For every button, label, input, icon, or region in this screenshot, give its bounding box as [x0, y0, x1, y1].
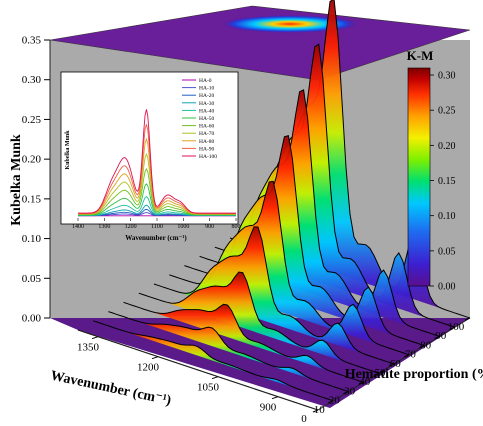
z-axis-label: Kubelka Munk	[9, 134, 24, 226]
x-tick-label: 1200	[137, 362, 160, 374]
y-tick-mark	[328, 400, 334, 404]
z-tick-label: 0.15	[22, 193, 42, 205]
y-tick-mark	[358, 381, 364, 385]
inset-legend-label: HA-80	[199, 139, 215, 145]
y-tick-mark	[343, 391, 349, 395]
y-tick-label: 10	[314, 404, 326, 416]
inset-legend-label: HA-90	[199, 146, 215, 152]
surface-ridge-40	[138, 272, 379, 374]
inset-x-tick-label: 900	[205, 224, 214, 230]
surface-ridge-50	[154, 226, 394, 364]
inset-y-label: Kubelka Munk	[65, 130, 71, 170]
z-tick-label: 0.00	[22, 313, 42, 325]
series-line-20	[108, 311, 349, 393]
top-projection-plane	[49, 5, 471, 81]
surface-plot	[77, 0, 471, 411]
colorbar-tick-label: 0.10	[438, 211, 456, 222]
surface-ridge-20	[108, 311, 349, 392]
surface-ridge-60	[169, 181, 410, 355]
colorbar-tick-label: 0.15	[438, 176, 456, 187]
inset-legend-label: HA-50	[199, 116, 215, 122]
y-tick-mark	[434, 335, 440, 339]
inset-x-tick-label: 800	[232, 224, 241, 230]
y-tick-mark	[373, 372, 379, 376]
top-projection-hotspot	[220, 15, 360, 33]
y-tick-label: 0	[301, 413, 307, 425]
z-tick-label: 0.05	[22, 273, 42, 285]
z-tick-label: 0.10	[22, 233, 42, 245]
y-tick-label: 50	[375, 367, 387, 379]
series-line-40	[138, 271, 379, 374]
y-tick-mark	[449, 326, 455, 330]
surface-ridge-30	[123, 302, 364, 383]
x-tick-label: 1050	[197, 382, 220, 394]
z-tick-label: 0.35	[22, 35, 42, 47]
x-tick-mark	[91, 336, 99, 340]
x-tick-mark	[271, 396, 279, 400]
inset-x-tick-label: 1300	[98, 224, 110, 230]
inset-legend-label: HA-40	[199, 108, 215, 114]
colorbar-tick-label: 0.00	[438, 282, 456, 293]
z-tick-label: 0.30	[22, 74, 42, 86]
x-axis-label: Wavenumber (cm⁻¹)	[49, 368, 173, 408]
y-tick-label: 80	[420, 339, 432, 351]
inset-x-tick-label: 1000	[177, 224, 189, 230]
colorbar-title: K-M	[407, 48, 434, 63]
series-line-30	[123, 301, 364, 383]
colorbar-gradient	[407, 67, 431, 287]
inset-x-tick-label: 1200	[125, 224, 137, 230]
inset-legend-label: HA-30	[199, 101, 215, 107]
y-tick-label: 40	[359, 376, 371, 388]
x-axis: 1350 1200 1050 900	[77, 336, 279, 414]
z-tick-label: 0.20	[22, 154, 42, 166]
x-tick-label: 1350	[77, 342, 100, 354]
series-line-50	[153, 226, 395, 365]
y-tick-label: 60	[390, 358, 402, 370]
inset-legend-label: HA-0	[199, 78, 212, 84]
y-tick-mark	[419, 345, 425, 349]
colorbar-tick-label: 0.20	[438, 141, 456, 152]
z-axis: 0.00 0.05 0.10 0.15 0.20 0.25 0.30 0.35	[22, 35, 50, 325]
colorbar-tick-label: 0.30	[438, 71, 456, 82]
surface-ridge-70	[184, 135, 425, 346]
inset-legend-label: HA-10	[199, 86, 215, 92]
inset-x-tick-label: 1100	[151, 224, 163, 230]
surface-ridge-10	[93, 320, 334, 401]
x-tick-label: 900	[260, 402, 277, 414]
inset-legend-label: HA-20	[199, 93, 215, 99]
inset-legend-label: HA-100	[199, 154, 217, 160]
y-axis-label: Hematite proportion (%)	[345, 367, 483, 382]
inset-legend-label: HA-60	[199, 124, 215, 130]
colorbar: K-M 0.00 0.05 0.10 0.15 0.20 0.25 0.30	[407, 48, 456, 293]
inset-x-label: Wavenumber (cm⁻¹)	[125, 234, 187, 242]
y-tick-label: 20	[329, 395, 341, 407]
z-tick-label: 0.25	[22, 114, 42, 126]
y-tick-mark	[388, 363, 395, 367]
y-tick-mark	[464, 317, 471, 321]
y-tick-mark	[404, 354, 410, 358]
y-tick-mark	[312, 409, 319, 413]
inset-x-tick-label: 1400	[72, 224, 84, 230]
y-tick-label: 100	[448, 321, 465, 333]
y-tick-label: 90	[435, 330, 447, 342]
colorbar-tick-label: 0.25	[438, 106, 456, 117]
series-line-10	[93, 320, 334, 402]
inset-series-line	[78, 109, 236, 214]
y-tick-label: 70	[405, 349, 417, 361]
inset-legend-label: HA-70	[199, 131, 215, 137]
y-tick-label: 30	[344, 385, 356, 397]
colorbar-tick-label: 0.05	[438, 246, 456, 257]
x-tick-mark	[211, 376, 219, 380]
x-tick-mark	[151, 356, 159, 360]
